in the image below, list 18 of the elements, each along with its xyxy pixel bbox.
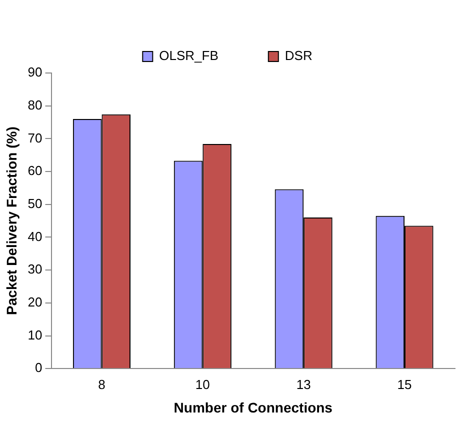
y-tick-label: 50	[28, 196, 42, 211]
y-tick-label: 10	[28, 327, 42, 342]
x-tick-label: 13	[296, 376, 311, 392]
y-tick-label: 60	[28, 163, 42, 178]
x-axis-title: Number of Connections	[174, 399, 333, 416]
y-tick-label: 70	[28, 130, 42, 146]
y-tick-label: 90	[28, 64, 42, 80]
y-tick-label: 20	[28, 294, 42, 310]
x-tick-label: 8	[98, 376, 106, 392]
legend-label: DSR	[284, 48, 312, 64]
x-tick-label: 10	[195, 376, 210, 392]
y-tick-label: 40	[28, 228, 42, 244]
y-tick-label: 0	[35, 360, 42, 376]
y-tick-label: 30	[28, 262, 42, 277]
y-tick-label: 80	[28, 97, 42, 112]
y-axis-title: Packet Delivery Fraction (%)	[3, 126, 20, 315]
legend-label: OLSR_FB	[159, 48, 218, 64]
x-tick-label: 15	[397, 376, 412, 392]
